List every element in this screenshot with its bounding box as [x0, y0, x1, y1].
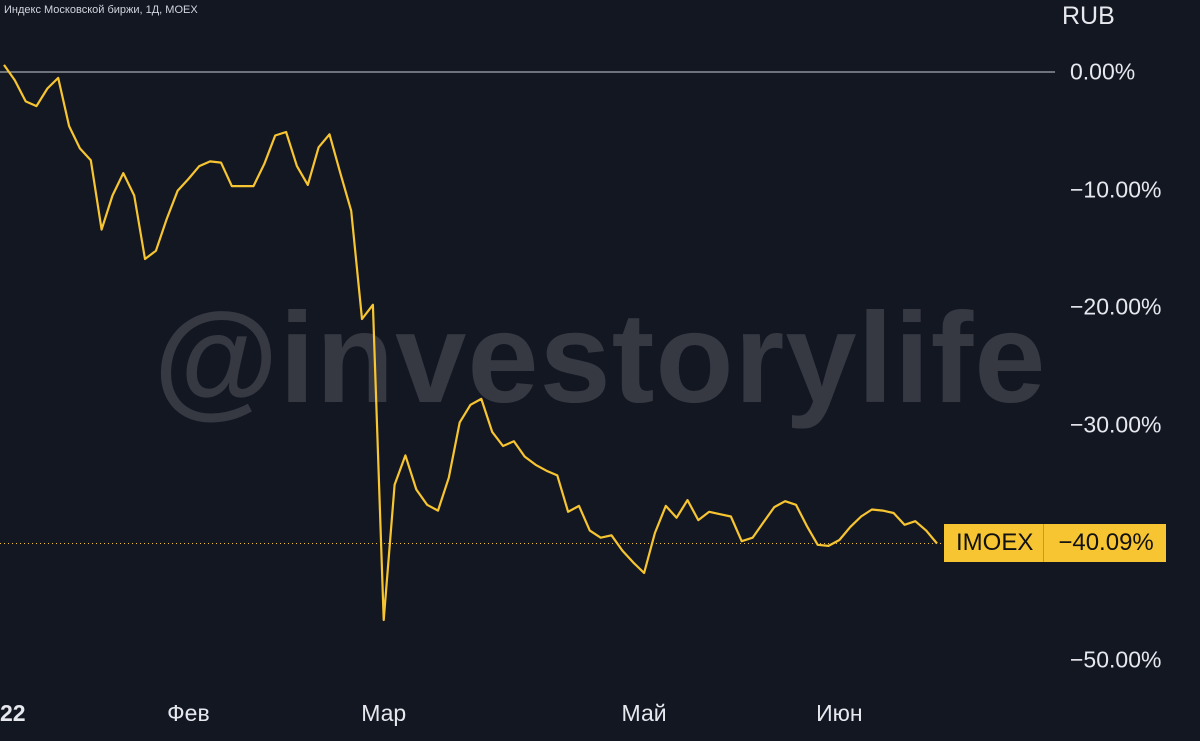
chart-title: Индекс Московской биржи, 1Д, MOEX [4, 4, 198, 16]
x-tick-label: Май [621, 700, 667, 726]
y-tick-label: −50.00% [1070, 646, 1162, 673]
y-tick-label: −20.00% [1070, 293, 1162, 320]
y-tick-label: −10.00% [1070, 176, 1162, 203]
x-tick-label: Мар [361, 700, 407, 726]
series-line-imoex [3, 64, 938, 622]
last-value: −40.09% [1058, 529, 1154, 556]
y-tick-label: 0.00% [1070, 58, 1136, 85]
x-tick-label: Июн [816, 700, 863, 726]
x-tick-label: Фев [167, 700, 210, 726]
y-tick-label: −30.00% [1070, 411, 1162, 438]
x-tick-label: 22 [0, 700, 26, 726]
last-value-label: IMOEX −40.09% [944, 524, 1166, 562]
series-name: IMOEX [944, 524, 1045, 562]
currency-label: RUB [1062, 2, 1115, 30]
